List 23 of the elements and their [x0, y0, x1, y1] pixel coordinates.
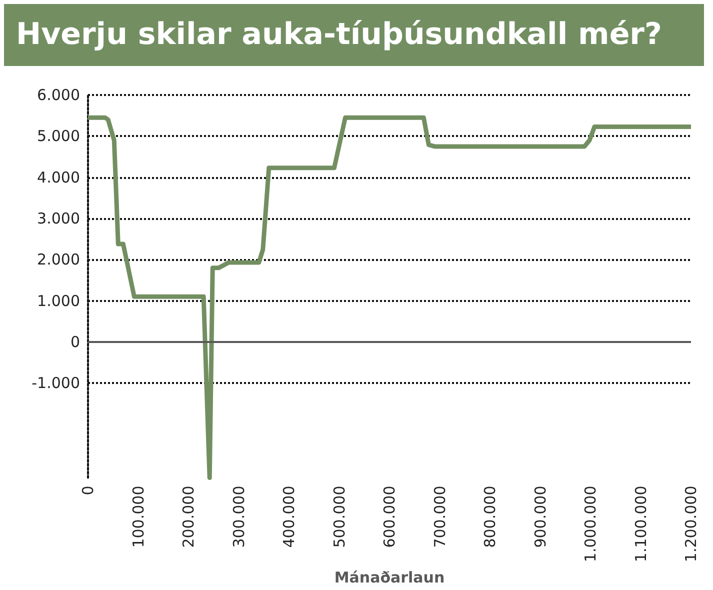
x-tick-label: 1.100.000: [632, 486, 650, 562]
x-tick-label: 200.000: [180, 486, 198, 548]
x-tick-label: 700.000: [430, 486, 449, 548]
y-tick-label: 5.000: [37, 127, 80, 146]
y-tick-label: 3.000: [37, 209, 80, 228]
x-tick-label: 600.000: [380, 486, 398, 548]
y-tick-label: 2.000: [37, 250, 80, 269]
x-axis-title: Mánaðarlaun: [334, 568, 445, 586]
x-tick-label: 900.000: [531, 486, 550, 548]
x-tick-label: 1.200.000: [682, 486, 700, 562]
x-tick-label: 500.000: [330, 486, 348, 548]
y-tick-label: 0: [70, 332, 80, 351]
y-tick-label: 1.000: [37, 292, 80, 310]
chart-title: Hverju skilar auka-tíuþúsundkall mér?: [4, 4, 704, 66]
y-tick-label: -1.000: [32, 374, 80, 392]
x-tick-label: 0: [79, 486, 97, 496]
x-tick-label: 400.000: [280, 486, 298, 548]
x-tick-label: 300.000: [230, 486, 248, 548]
x-tick-label: 100.000: [129, 486, 148, 548]
x-tick-label: 1.000.000: [582, 486, 600, 562]
x-tick-label: 800.000: [481, 486, 499, 548]
y-tick-label: 6.000: [37, 86, 80, 104]
y-tick-label: 4.000: [37, 168, 80, 186]
